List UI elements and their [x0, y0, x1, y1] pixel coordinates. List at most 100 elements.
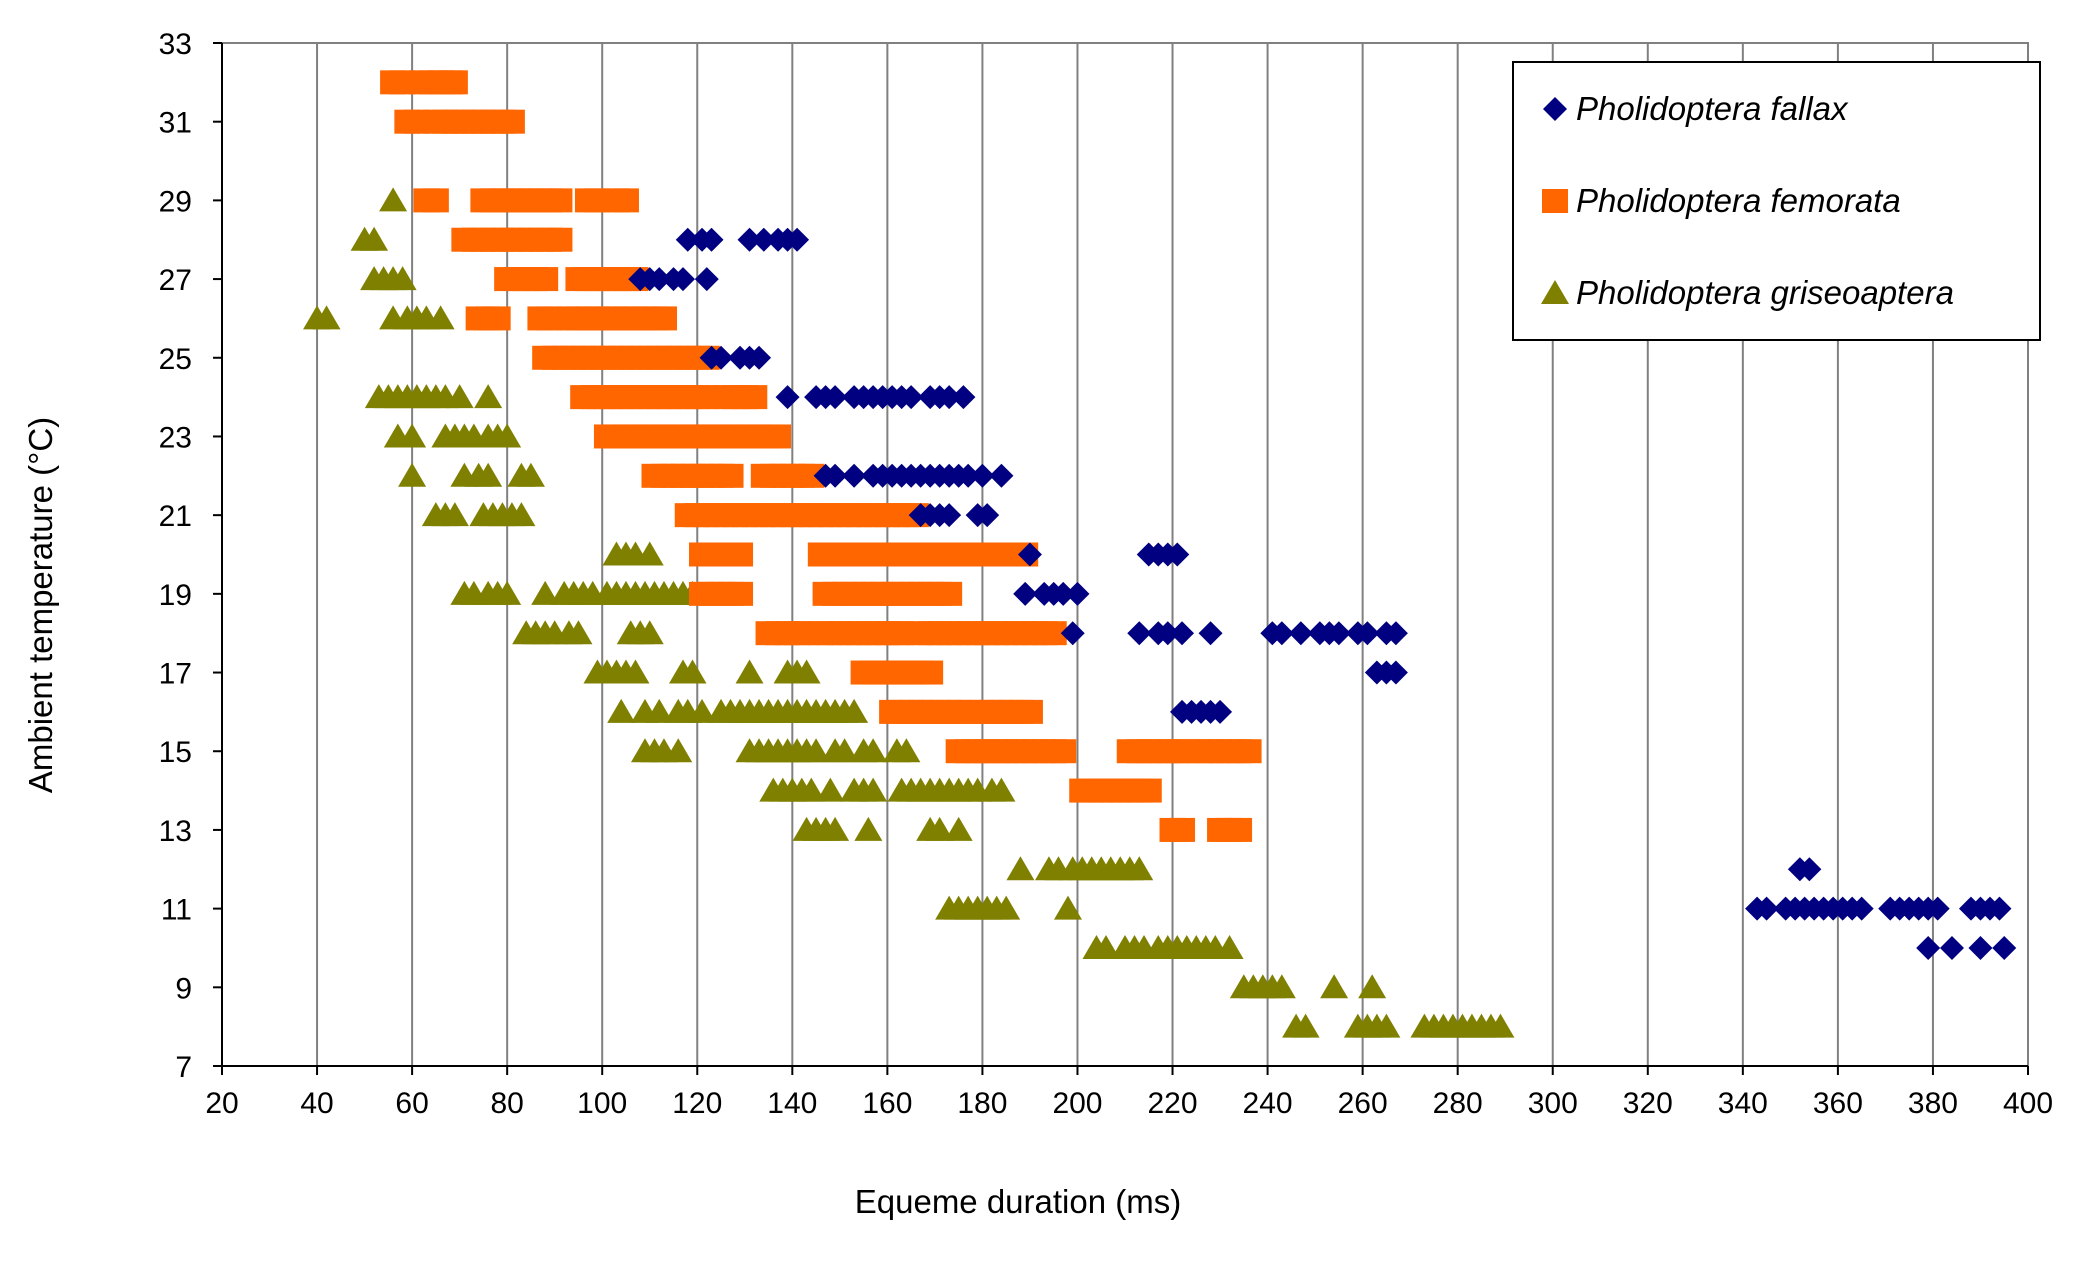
data-point: [1169, 817, 1196, 842]
x-tick-label: 160: [862, 1087, 912, 1120]
data-point: [1320, 974, 1349, 999]
axes: 20 40 60 80 100 120 140 160 180 200 220 240 260 280 30…: [159, 28, 2053, 1120]
y-tick-label: 19: [159, 579, 192, 612]
x-tick-label: 360: [1813, 1087, 1863, 1120]
legend-marker: [1541, 280, 1569, 304]
data-point: [747, 345, 772, 370]
x-tick-label: 320: [1623, 1087, 1673, 1120]
x-tick-label: 240: [1243, 1087, 1293, 1120]
data-point: [699, 227, 724, 252]
data-point: [1754, 896, 1779, 921]
data-point: [717, 463, 744, 488]
data-point: [727, 542, 754, 567]
x-tick-label: 180: [957, 1087, 1007, 1120]
legend-label: Pholidoptera griseoaptera: [1576, 274, 1954, 311]
y-tick-label: 17: [159, 658, 192, 691]
data-point: [531, 580, 560, 605]
series-diamond: [628, 227, 2017, 960]
data-point: [936, 581, 963, 606]
data-point: [1006, 856, 1035, 881]
y-tick-label: 15: [159, 736, 192, 769]
data-point: [751, 227, 776, 252]
series-square: [380, 70, 1262, 842]
data-point: [1135, 778, 1162, 803]
data-point: [792, 659, 821, 684]
data-point: [1016, 699, 1043, 724]
data-point: [635, 541, 664, 566]
data-point: [1968, 935, 1993, 960]
data-point: [1127, 621, 1152, 646]
x-tick-label: 140: [767, 1087, 817, 1120]
data-point: [474, 462, 503, 487]
data-point: [675, 227, 700, 252]
x-tick-label: 100: [577, 1087, 627, 1120]
data-point: [1235, 739, 1262, 764]
data-point: [992, 895, 1021, 920]
data-point: [445, 384, 474, 409]
data-point: [951, 385, 976, 410]
data-point: [635, 620, 664, 645]
data-point: [546, 227, 573, 252]
data-point: [765, 424, 792, 449]
data-point: [797, 777, 826, 802]
y-axis-title: Ambient temperature (°C): [22, 417, 59, 793]
data-point: [1939, 935, 1964, 960]
x-axis-title: Equeme duration (ms): [855, 1183, 1181, 1220]
data-point: [1065, 581, 1090, 606]
data-point: [493, 580, 522, 605]
data-point: [507, 502, 536, 527]
data-point: [709, 345, 734, 370]
data-point: [1326, 621, 1351, 646]
data-point: [956, 463, 981, 488]
data-point: [830, 738, 859, 763]
y-tick-label: 25: [159, 343, 192, 376]
data-point: [917, 660, 944, 685]
data-point: [1208, 699, 1233, 724]
data-point: [1060, 621, 1085, 646]
data-point: [1849, 896, 1874, 921]
series-triangle: [303, 187, 1515, 1038]
data-point: [388, 266, 417, 291]
data-point: [785, 227, 810, 252]
data-point: [546, 188, 573, 213]
data-point: [1170, 621, 1195, 646]
data-point: [1017, 542, 1042, 567]
y-tick-label: 23: [159, 421, 192, 454]
data-point: [816, 777, 845, 802]
data-point: [564, 620, 593, 645]
data-point: [1267, 974, 1296, 999]
data-point: [1288, 621, 1313, 646]
data-point: [621, 659, 650, 684]
data-point: [1091, 934, 1120, 959]
y-tick-label: 31: [159, 107, 192, 140]
data-point: [925, 816, 954, 841]
legend: Pholidoptera fallax Pholidoptera femorata…: [1512, 61, 2041, 341]
y-tick-label: 7: [175, 1051, 192, 1084]
data-point: [737, 227, 762, 252]
data-point: [1053, 895, 1082, 920]
y-tick-label: 9: [175, 972, 192, 1005]
x-tick-label: 400: [2003, 1087, 2053, 1120]
x-tick-label: 20: [205, 1087, 238, 1120]
x-tick-label: 120: [672, 1087, 722, 1120]
data-point: [532, 267, 559, 292]
legend-marker: [1543, 97, 1567, 121]
data-point: [727, 581, 754, 606]
data-point: [647, 267, 672, 292]
data-point: [1355, 621, 1380, 646]
data-point: [840, 698, 869, 723]
data-point: [937, 503, 962, 528]
data-point: [360, 226, 389, 251]
x-tick-label: 60: [395, 1087, 428, 1120]
x-tick-label: 260: [1338, 1087, 1388, 1120]
data-point: [1050, 739, 1077, 764]
data-point: [612, 188, 639, 213]
data-point: [1797, 857, 1822, 882]
data-point: [441, 70, 468, 95]
x-tick-label: 380: [1908, 1087, 1958, 1120]
data-point: [823, 385, 848, 410]
data-point: [1051, 581, 1076, 606]
x-tick-label: 300: [1528, 1087, 1578, 1120]
